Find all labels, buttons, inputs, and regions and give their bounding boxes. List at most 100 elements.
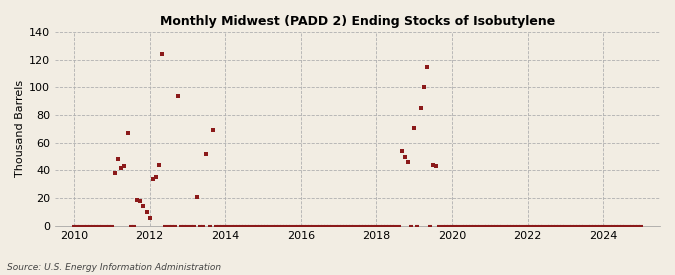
Point (90, 224, 101, 228)
Point (589, 224, 599, 228)
Point (69, 224, 80, 228)
Point (459, 224, 470, 228)
Point (497, 224, 508, 228)
Point (84, 224, 95, 228)
Point (311, 224, 322, 228)
Point (254, 224, 265, 228)
Point (277, 224, 288, 228)
Point (349, 224, 360, 228)
Point (292, 224, 303, 228)
Point (340, 224, 350, 228)
Y-axis label: Thousand Barrels: Thousand Barrels (15, 80, 25, 177)
Point (566, 224, 577, 228)
Point (343, 224, 354, 228)
Point (258, 224, 269, 228)
Point (510, 224, 520, 228)
Point (632, 224, 643, 228)
Point (614, 224, 624, 228)
Point (230, 224, 240, 228)
Point (296, 224, 306, 228)
Point (213, 224, 224, 228)
Point (494, 224, 505, 228)
Point (485, 224, 495, 228)
Point (298, 224, 309, 228)
Point (428, 163, 439, 167)
Point (636, 224, 647, 228)
Point (128, 224, 139, 228)
Point (192, 195, 202, 199)
Point (179, 224, 190, 228)
Point (154, 163, 165, 167)
Point (141, 210, 152, 214)
Point (176, 224, 186, 228)
Point (97, 224, 108, 228)
Point (157, 52, 167, 56)
Point (173, 94, 184, 98)
Point (107, 224, 117, 228)
Point (251, 224, 262, 228)
Point (232, 224, 243, 228)
Point (289, 224, 300, 228)
Point (217, 224, 227, 228)
Point (267, 224, 278, 228)
Point (383, 224, 394, 228)
Point (377, 224, 388, 228)
Point (182, 224, 193, 228)
Point (223, 224, 234, 228)
Point (194, 224, 205, 228)
Point (595, 224, 605, 228)
Point (352, 224, 363, 228)
Point (626, 224, 637, 228)
Point (560, 224, 571, 228)
Point (557, 224, 568, 228)
Point (462, 224, 473, 228)
Point (570, 224, 580, 228)
Point (585, 224, 596, 228)
Point (522, 224, 533, 228)
Point (236, 224, 246, 228)
Point (220, 224, 231, 228)
Point (126, 224, 136, 228)
Point (147, 177, 158, 181)
Point (393, 224, 404, 228)
Point (132, 197, 142, 202)
Point (453, 224, 464, 228)
Point (400, 155, 410, 159)
Point (135, 199, 146, 203)
Point (579, 224, 590, 228)
Point (504, 224, 514, 228)
Point (358, 224, 369, 228)
Point (103, 224, 114, 228)
Point (415, 106, 426, 110)
Point (248, 224, 259, 228)
Point (75, 224, 86, 228)
Point (478, 224, 489, 228)
Point (261, 224, 271, 228)
Point (608, 224, 618, 228)
Point (188, 224, 199, 228)
Point (544, 224, 555, 228)
Point (591, 224, 602, 228)
Point (418, 85, 429, 90)
Point (412, 224, 423, 228)
Point (207, 128, 218, 133)
Point (144, 215, 155, 220)
Point (598, 224, 609, 228)
Point (355, 224, 366, 228)
Point (239, 224, 250, 228)
Point (279, 224, 290, 228)
Point (109, 171, 120, 175)
Point (516, 224, 526, 228)
Point (500, 224, 511, 228)
Point (440, 224, 451, 228)
Point (286, 224, 297, 228)
Point (185, 224, 196, 228)
Point (78, 224, 89, 228)
Point (610, 224, 621, 228)
Point (264, 224, 275, 228)
Point (582, 224, 593, 228)
Point (119, 164, 130, 169)
Point (169, 224, 180, 228)
Point (308, 224, 319, 228)
Point (387, 224, 398, 228)
